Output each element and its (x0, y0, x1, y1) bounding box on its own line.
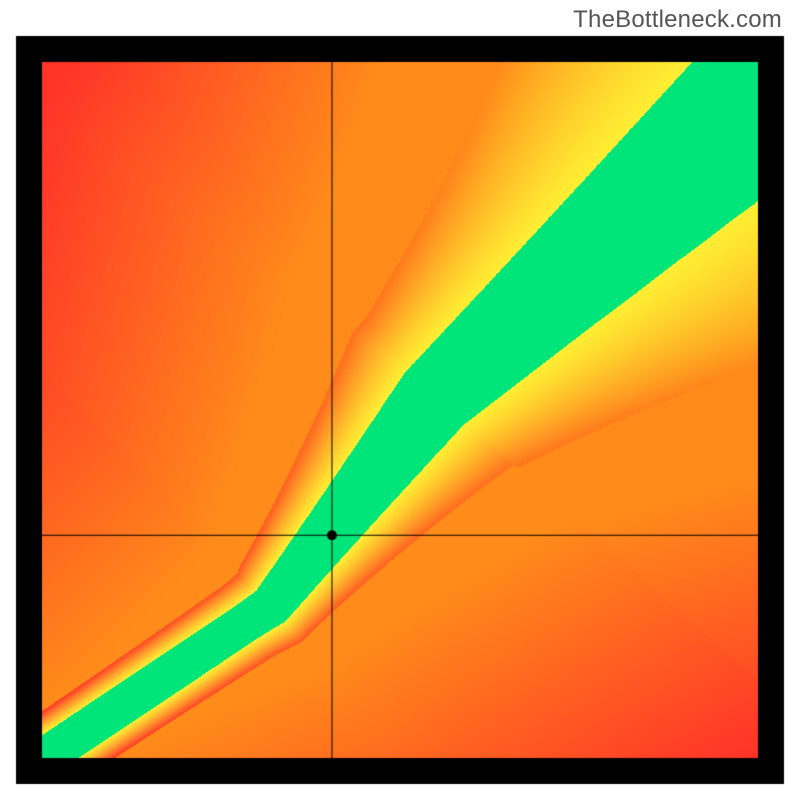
chart-container: TheBottleneck.com (0, 0, 800, 800)
heatmap-canvas (0, 0, 800, 800)
watermark-text: TheBottleneck.com (573, 6, 782, 34)
